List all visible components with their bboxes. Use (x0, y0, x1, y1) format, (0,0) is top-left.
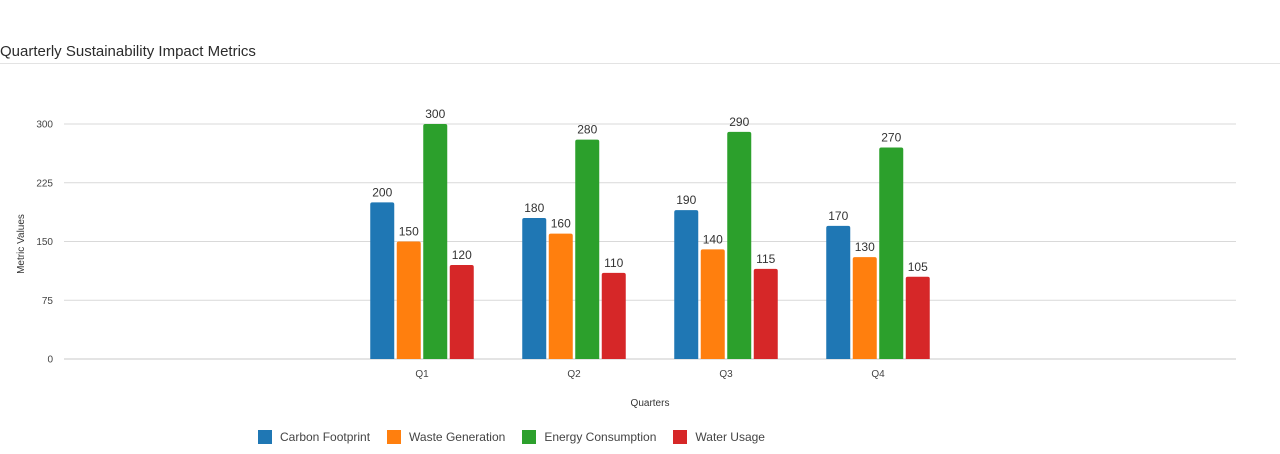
data-label: 130 (855, 240, 875, 254)
data-label: 105 (908, 260, 928, 274)
bar[interactable] (575, 139, 600, 359)
bar[interactable] (753, 268, 778, 359)
bar[interactable] (396, 241, 421, 360)
bar[interactable] (370, 202, 395, 359)
bar[interactable] (727, 131, 752, 359)
data-label: 290 (729, 115, 749, 129)
data-label: 300 (425, 107, 445, 121)
y-tick-label: 0 (47, 355, 53, 366)
bar[interactable] (423, 124, 448, 359)
legend-item[interactable]: Water Usage (673, 430, 765, 444)
data-labels: 200 150 300 120 180 160 280 110 190 140 290 115 170 1… (372, 107, 928, 274)
legend-item[interactable]: Carbon Footprint (258, 430, 370, 444)
x-axis-ticks: Q1 Q2 Q3 Q4 (415, 369, 885, 380)
data-label: 150 (399, 225, 419, 239)
legend-label: Energy Consumption (544, 430, 657, 444)
bar[interactable] (852, 257, 877, 359)
legend-label: Carbon Footprint (280, 430, 371, 444)
y-tick-label: 150 (36, 237, 53, 248)
gridlines (64, 123, 1236, 360)
y-tick-label: 225 (36, 178, 53, 189)
legend-swatch (258, 430, 272, 444)
chart-header: Quarterly Sustainability Impact Metrics (0, 0, 1280, 64)
legend-label: Waste Generation (409, 430, 506, 444)
x-tick-label: Q3 (719, 369, 733, 380)
bar[interactable] (826, 225, 851, 359)
bar[interactable] (700, 249, 725, 359)
bars (370, 124, 930, 359)
bar[interactable] (879, 147, 904, 360)
data-label: 115 (756, 252, 775, 266)
data-label: 160 (551, 217, 571, 231)
chart-title: Quarterly Sustainability Impact Metrics (0, 43, 256, 60)
bar[interactable] (905, 276, 930, 359)
legend-swatch (673, 430, 688, 444)
data-label: 110 (604, 256, 623, 270)
legend: Carbon Footprint Waste Generation Energy C… (258, 430, 782, 444)
y-axis-ticks: 0 75 150 225 300 (36, 120, 53, 366)
data-label: 180 (524, 201, 544, 215)
y-tick-label: 300 (36, 120, 53, 131)
data-label: 140 (703, 232, 723, 246)
x-tick-label: Q2 (567, 369, 581, 380)
data-label: 120 (452, 248, 472, 262)
legend-swatch (387, 430, 402, 444)
x-tick-label: Q1 (415, 369, 429, 380)
data-label: 200 (372, 185, 392, 199)
data-label: 280 (577, 123, 597, 137)
legend-item[interactable]: Waste Generation (387, 430, 505, 444)
bar[interactable] (548, 233, 573, 359)
legend-label: Water Usage (695, 430, 765, 444)
legend-swatch (522, 430, 537, 444)
y-tick-label: 75 (42, 296, 54, 307)
bar[interactable] (522, 218, 547, 359)
x-tick-label: Q4 (871, 369, 885, 380)
bar[interactable] (601, 272, 626, 359)
bar[interactable] (449, 265, 474, 359)
x-axis-label: Quarters (631, 398, 670, 409)
data-label: 190 (676, 193, 696, 207)
data-label: 270 (881, 131, 901, 145)
legend-item[interactable]: Energy Consumption (522, 430, 656, 444)
data-label: 170 (828, 209, 848, 223)
bar[interactable] (674, 210, 699, 359)
y-axis-label: Metric Values (16, 214, 27, 274)
